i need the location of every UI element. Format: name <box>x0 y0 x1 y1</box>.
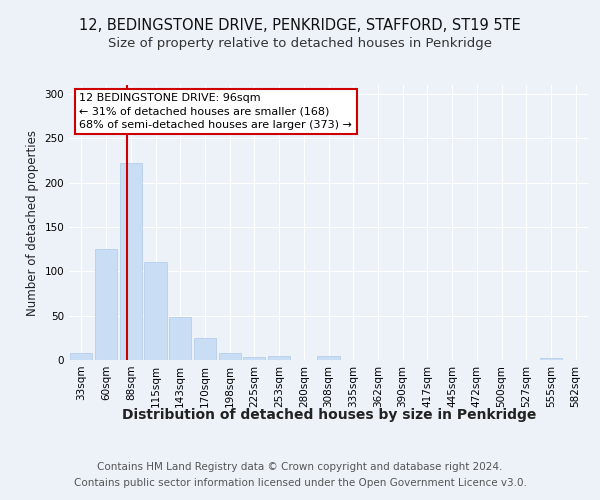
Text: Distribution of detached houses by size in Penkridge: Distribution of detached houses by size … <box>122 408 536 422</box>
Bar <box>317 356 340 360</box>
Bar <box>218 353 241 360</box>
Bar <box>243 358 265 360</box>
Bar <box>540 358 562 360</box>
Text: Contains public sector information licensed under the Open Government Licence v3: Contains public sector information licen… <box>74 478 526 488</box>
Bar <box>119 163 142 360</box>
Text: Contains HM Land Registry data © Crown copyright and database right 2024.: Contains HM Land Registry data © Crown c… <box>97 462 503 472</box>
Y-axis label: Number of detached properties: Number of detached properties <box>26 130 39 316</box>
Bar <box>95 249 117 360</box>
Bar <box>268 356 290 360</box>
Bar <box>194 338 216 360</box>
Text: Size of property relative to detached houses in Penkridge: Size of property relative to detached ho… <box>108 38 492 51</box>
Bar <box>169 318 191 360</box>
Bar <box>70 353 92 360</box>
Text: 12, BEDINGSTONE DRIVE, PENKRIDGE, STAFFORD, ST19 5TE: 12, BEDINGSTONE DRIVE, PENKRIDGE, STAFFO… <box>79 18 521 32</box>
Text: 12 BEDINGSTONE DRIVE: 96sqm
← 31% of detached houses are smaller (168)
68% of se: 12 BEDINGSTONE DRIVE: 96sqm ← 31% of det… <box>79 93 352 130</box>
Bar <box>145 262 167 360</box>
